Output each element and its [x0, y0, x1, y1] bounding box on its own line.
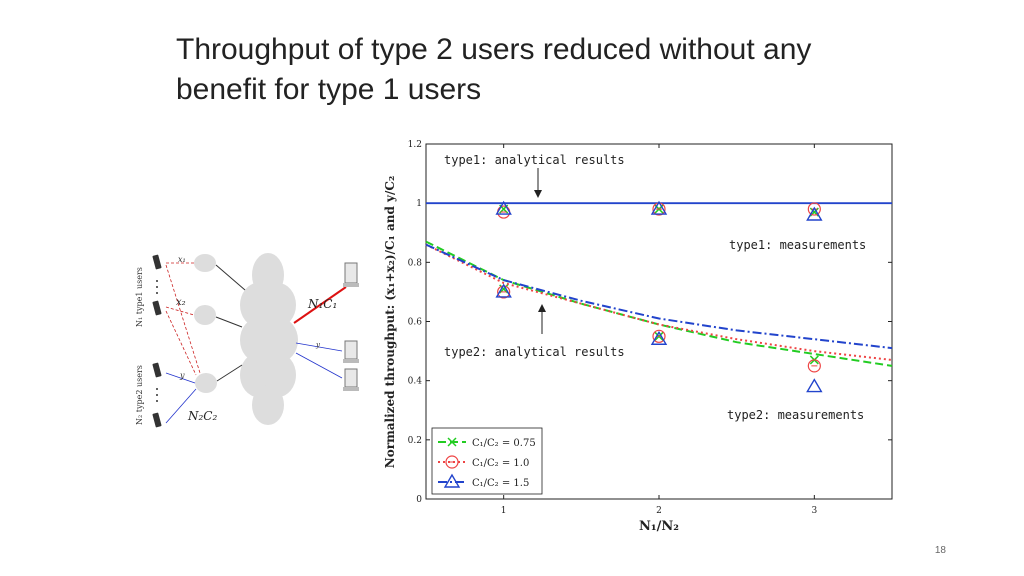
server-icon: [343, 368, 359, 391]
measured-type1-point: [650, 200, 668, 215]
link-router1-core: [215, 264, 246, 291]
x-tick-label: 1: [501, 506, 507, 516]
link-type1-user2b: [165, 310, 197, 376]
arrowhead-icon: [538, 304, 546, 312]
label-n1c1: N₁C₁: [307, 297, 337, 311]
measured-type2-point: [495, 283, 512, 298]
annotation-type1-analytical: type1: analytical results: [444, 153, 625, 167]
measured-type1-point: [495, 200, 512, 215]
ellipsis-dot: [156, 388, 158, 390]
y-tick-label: 0: [416, 495, 422, 505]
x-tick-label: 3: [811, 506, 817, 516]
legend-label: C₁/C₂ = 1.0: [472, 458, 529, 469]
type2-analytical-line: [425, 243, 893, 361]
legend-label: C₁/C₂ = 0.75: [472, 438, 536, 449]
legend-marker: [443, 473, 461, 488]
slide-number: 18: [934, 545, 946, 556]
link-router3-core: [216, 364, 243, 382]
x-axis-label: N₁/N₂: [639, 519, 679, 534]
bottleneck-link-n1c1: [293, 286, 347, 324]
ellipsis-dot: [156, 400, 158, 402]
legend: C₁/C₂ = 0.75 C₁/C₂ = 1.0 C₁/C₂ = 1.5: [431, 427, 543, 495]
link-type2-user2: [165, 388, 197, 424]
link-type1-user1b: [165, 264, 201, 374]
y-tick-label: 0.8: [408, 258, 423, 268]
measured-type2-point: [650, 330, 668, 345]
link-type2-user1: [165, 372, 196, 384]
annotation-type2-measurements: type2: measurements: [727, 408, 864, 422]
measured-type2-point: [652, 329, 666, 343]
y-tick-label: 1: [416, 199, 422, 209]
throughput-chart-svg: 0 0.2 0.4 0.6 0.8 1 1.2 1 2 3 type1: analytical r…: [383, 140, 893, 534]
throughput-chart: 0 0.2 0.4 0.6 0.8 1 1.2 1 2 3 type1: analytical r…: [380, 132, 900, 544]
y-tick-label: 0.4: [408, 377, 423, 387]
legend-label: C₁/C₂ = 1.5: [472, 478, 529, 489]
arrowhead-icon: [534, 190, 542, 198]
y-tick-label: 1.2: [408, 140, 422, 150]
link-core-server2: [295, 342, 343, 352]
label-y-server: y: [315, 341, 321, 349]
annotation-type2-analytical: type2: analytical results: [444, 345, 625, 359]
network-diagram-svg: N₁ type1 users N₂ type2 users x₁ x₂ y y …: [135, 253, 359, 428]
network-diagram: N₁ type1 users N₂ type2 users x₁ x₂ y y …: [130, 235, 370, 435]
measured-type1-point: [807, 202, 821, 216]
phone-icon: [152, 412, 162, 428]
y-tick-label: 0.6: [408, 318, 423, 328]
phone-icon: [152, 254, 162, 270]
phone-icon: [152, 362, 162, 378]
ellipsis-dot: [156, 292, 158, 294]
server-icon: [343, 262, 359, 287]
label-x2: x₂: [176, 297, 186, 308]
measured-type2-point: [806, 378, 823, 393]
label-type1-users: N₁ type1 users: [135, 267, 144, 327]
legend-marker-cross: [447, 437, 457, 447]
ellipsis-dot: [156, 394, 158, 396]
measured-type2-point: [807, 359, 821, 373]
label-n2c2: N₂C₂: [187, 409, 217, 423]
y-tick-label: 0.2: [408, 436, 422, 446]
ellipsis-dot: [156, 286, 158, 288]
measured-type1-point: [806, 206, 823, 221]
x-tick-label: 2: [656, 506, 662, 516]
ellipsis-dot: [156, 280, 158, 282]
type2-analytical-line: [425, 243, 893, 350]
router-cloud-3: [195, 373, 217, 393]
link-core-server3: [295, 352, 343, 379]
legend-marker: [445, 455, 459, 469]
core-network-cloud: [240, 253, 298, 425]
router-cloud-2: [194, 305, 216, 325]
router-cloud-1: [194, 254, 216, 272]
link-router2-core: [215, 316, 243, 328]
slide-title: Throughput of type 2 users reduced witho…: [176, 33, 812, 106]
server-icon: [343, 340, 359, 363]
phone-icon: [152, 300, 162, 316]
label-type2-users: N₂ type2 users: [135, 365, 144, 425]
label-y: y: [179, 371, 185, 380]
label-x1: x₁: [178, 255, 186, 264]
y-axis-label: Normalized throughput: (x₁+x₂)/C₁ and y/…: [383, 176, 397, 468]
annotation-type1-measurements: type1: measurements: [729, 238, 866, 252]
